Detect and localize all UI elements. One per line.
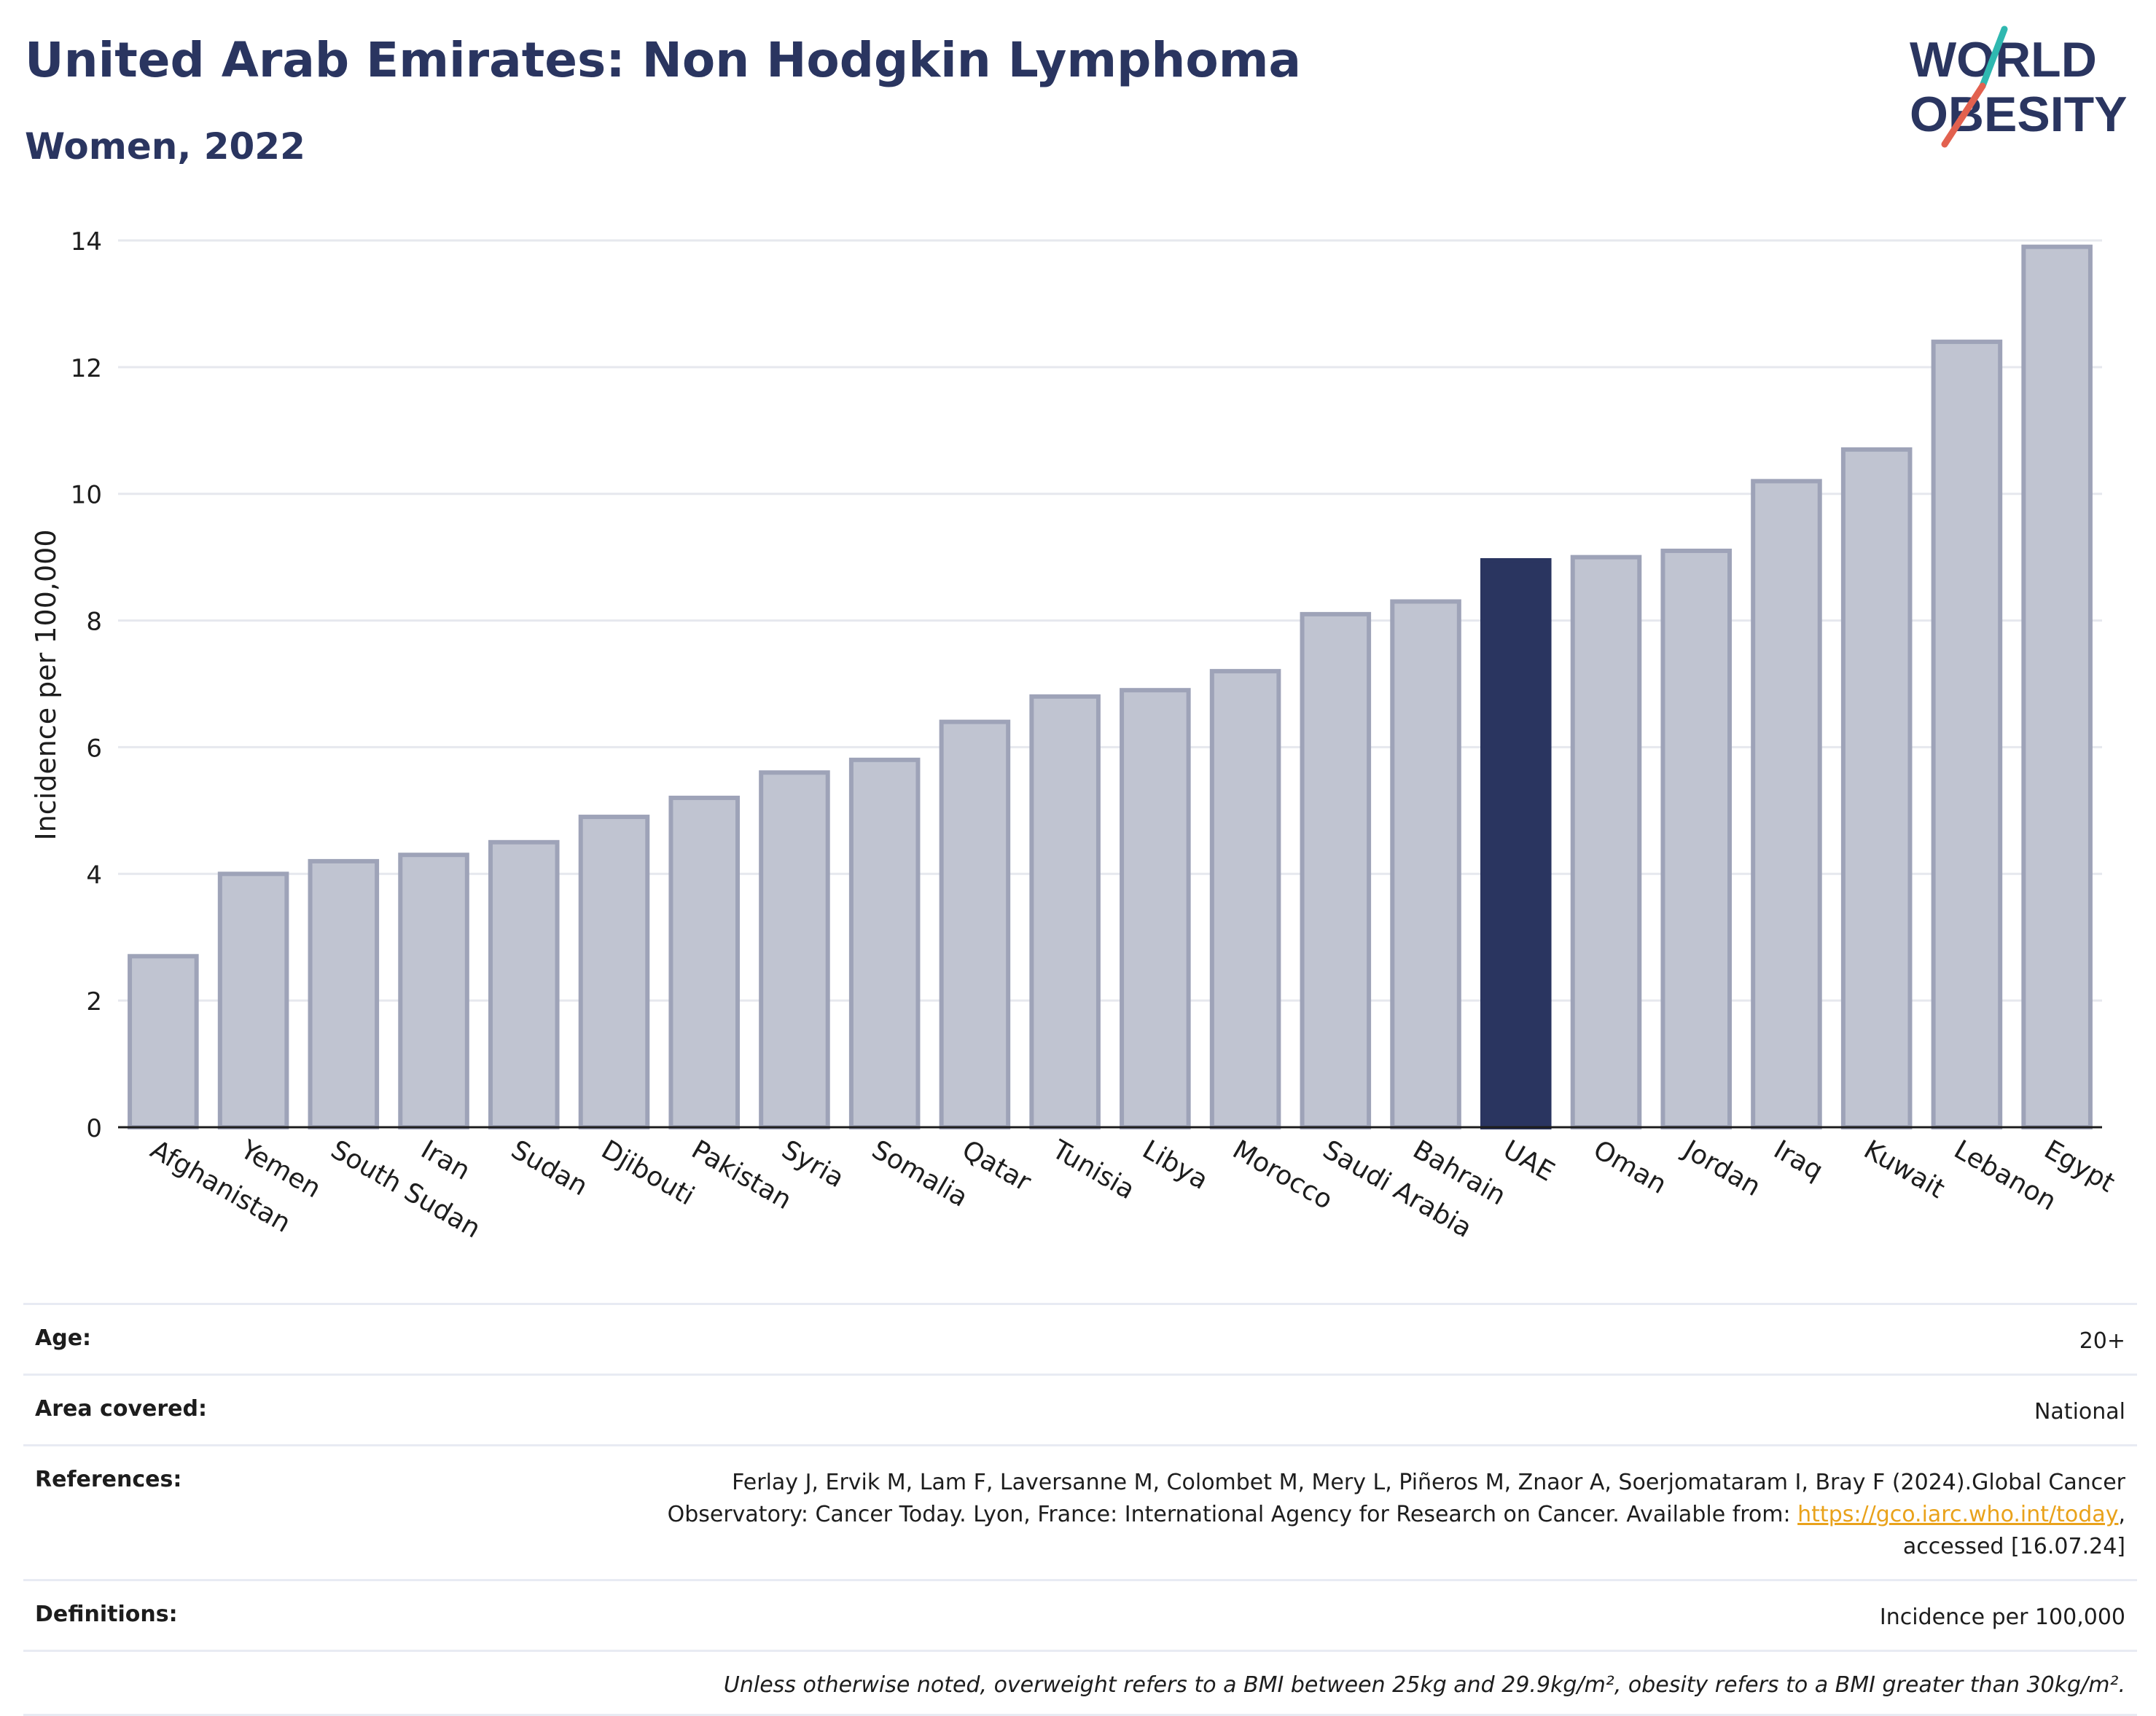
references-line2: Observatory: Cancer Today. Lyon, France:…: [667, 1502, 1798, 1527]
y-tick-label: 14: [71, 227, 102, 256]
x-tick-label: Iraq: [1768, 1135, 1827, 1186]
bar-sudan[interactable]: [488, 839, 560, 1129]
references-value: Ferlay J, Ervik M, Lam F, Laversanne M, …: [668, 1467, 2125, 1563]
definitions-value: Incidence per 100,000: [1879, 1605, 2125, 1630]
world-obesity-logo: WORLD OBESITY: [1910, 26, 2128, 148]
bar-pakistan[interactable]: [668, 795, 741, 1129]
bar-oman[interactable]: [1570, 555, 1642, 1129]
definitions-label: Definitions:: [35, 1602, 178, 1627]
bar-uae[interactable]: [1480, 557, 1552, 1129]
bar-egypt[interactable]: [2021, 244, 2093, 1129]
y-tick-label: 4: [86, 861, 102, 890]
info-row-references: References: Ferlay J, Ervik M, Lam F, La…: [23, 1444, 2137, 1579]
x-tick-label: Morocco: [1227, 1135, 1337, 1215]
references-line3: accessed [16.07.24]: [1902, 1534, 2125, 1559]
y-tick-label: 12: [71, 354, 102, 383]
age-label: Age:: [35, 1325, 92, 1351]
bar-libya[interactable]: [1120, 688, 1191, 1129]
y-tick-label: 10: [71, 481, 102, 510]
x-tick-label: Tunisia: [1047, 1135, 1140, 1205]
x-tick-label: Iran: [416, 1135, 475, 1186]
x-tick-label: UAE: [1498, 1135, 1559, 1187]
logo-slash-teal: [1979, 26, 2008, 90]
y-tick-labels: 0 2 4 6 8 10 12 14: [71, 227, 102, 1143]
bar-somalia[interactable]: [848, 757, 921, 1130]
references-label: References:: [35, 1467, 182, 1492]
info-row-definitions: Definitions: Incidence per 100,000: [23, 1579, 2137, 1650]
area-label: Area covered:: [35, 1396, 207, 1422]
bars: [128, 244, 2093, 1130]
bar-tunisia[interactable]: [1029, 694, 1101, 1129]
info-row-note: Unless otherwise noted, overweight refer…: [23, 1650, 2137, 1716]
bar-lebanon[interactable]: [1931, 340, 2003, 1130]
y-axis-label: Incidence per 100,000: [30, 529, 62, 840]
bar-djibouti[interactable]: [578, 815, 650, 1130]
references-line1: Ferlay J, Ervik M, Lam F, Laversanne M, …: [732, 1470, 2125, 1495]
bar-afghanistan[interactable]: [128, 954, 199, 1129]
logo-slash-red: [1941, 82, 1986, 148]
bar-south-sudan[interactable]: [308, 858, 380, 1130]
logo-text-obesity: OBESITY: [1910, 87, 2128, 142]
x-tick-label: Lebanon: [1949, 1135, 2061, 1217]
x-tick-label: Oman: [1588, 1135, 1671, 1200]
page-title: United Arab Emirates: Non Hodgkin Lympho…: [25, 32, 1301, 88]
x-tick-label: Djibouti: [596, 1135, 699, 1211]
bar-iran[interactable]: [398, 853, 469, 1129]
page-subtitle: Women, 2022: [25, 125, 305, 168]
bar-iraq[interactable]: [1751, 479, 1822, 1129]
info-row-age: Age: 20+: [23, 1303, 2137, 1374]
references-link[interactable]: https://gco.iarc.who.int/today: [1797, 1502, 2119, 1527]
bar-morocco[interactable]: [1209, 669, 1281, 1129]
x-tick-label: Pakistan: [687, 1135, 797, 1215]
bar-yemen[interactable]: [217, 871, 289, 1130]
y-tick-label: 0: [86, 1114, 102, 1143]
x-tick-label: Jordan: [1677, 1134, 1765, 1202]
bmi-note: Unless otherwise noted, overweight refer…: [723, 1672, 2125, 1698]
age-value: 20+: [2079, 1328, 2125, 1354]
y-tick-label: 2: [86, 987, 102, 1016]
info-table: Age: 20+ Area covered: National Referenc…: [23, 1303, 2137, 1716]
bar-saudi-arabia[interactable]: [1300, 611, 1372, 1129]
logo-text-world: WORLD: [1910, 32, 2097, 87]
y-tick-label: 8: [86, 608, 102, 637]
bar-bahrain[interactable]: [1390, 599, 1461, 1129]
x-tick-label: Sudan: [506, 1135, 593, 1202]
x-tick-label: Kuwait: [1859, 1135, 1950, 1204]
info-row-area: Area covered: National: [23, 1374, 2137, 1444]
x-tick-label: Saudi Arabia: [1318, 1135, 1477, 1244]
x-tick-label: Somalia: [867, 1135, 972, 1213]
x-tick-label: Libya: [1137, 1135, 1213, 1196]
references-line2-end: ,: [2118, 1502, 2125, 1527]
x-tick-label: South Sudan: [326, 1135, 485, 1244]
bar-kuwait[interactable]: [1840, 447, 1913, 1129]
bar-syria[interactable]: [759, 770, 830, 1129]
y-tick-label: 6: [86, 734, 102, 763]
bar-qatar[interactable]: [939, 719, 1011, 1129]
area-value: National: [2034, 1399, 2125, 1425]
bar-jordan[interactable]: [1660, 548, 1733, 1129]
